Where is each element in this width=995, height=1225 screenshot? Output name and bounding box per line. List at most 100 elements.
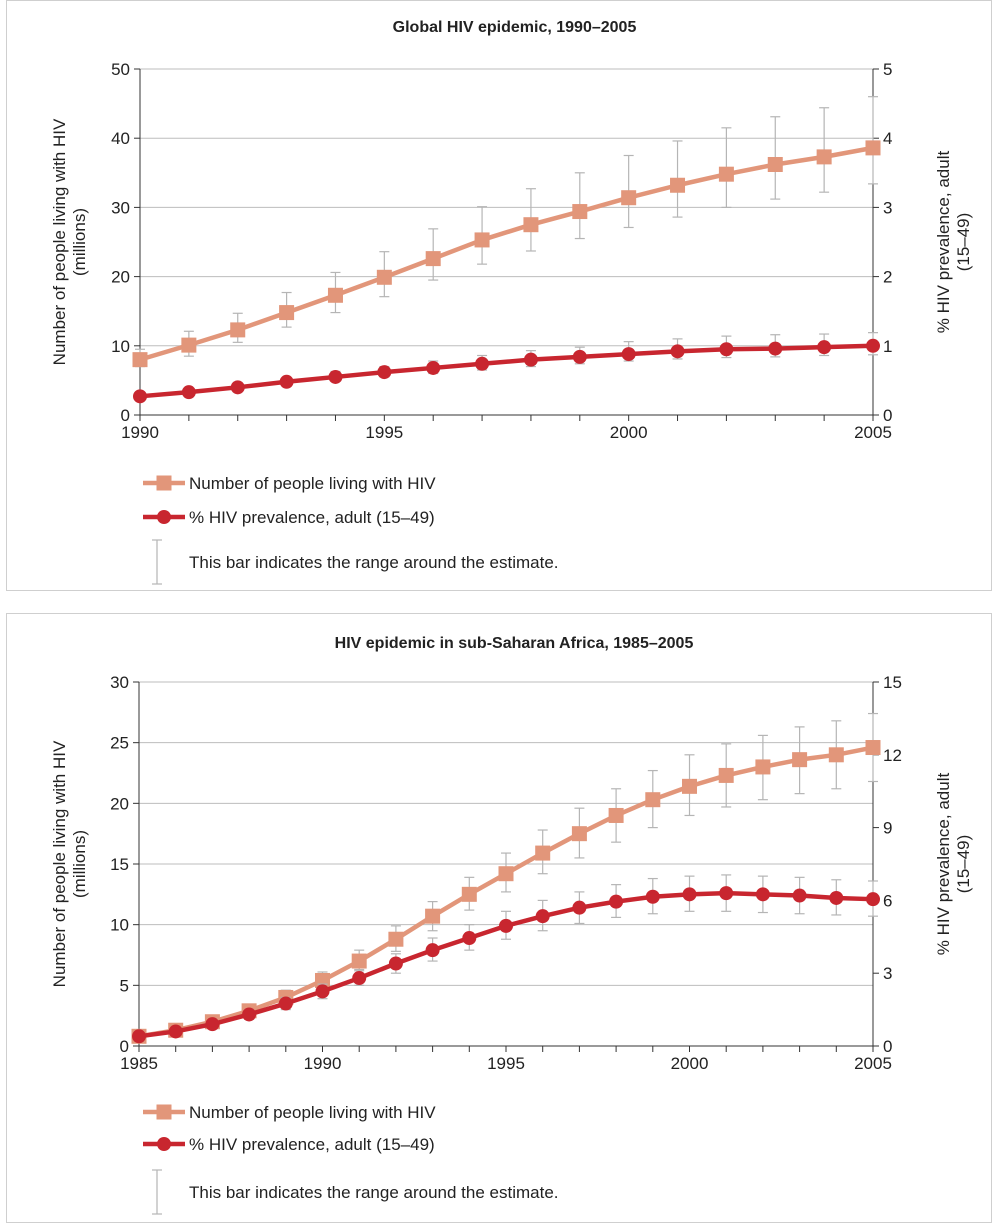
data-point-circle [609,894,624,909]
y-tick-label-left: 40 [111,129,130,148]
data-point-circle [168,1024,183,1039]
series-hiv-prevalence [132,874,880,1044]
x-tick-label: 1985 [120,1054,158,1073]
data-point-square [608,807,624,823]
data-point-circle [572,900,587,915]
data-point-circle [328,369,343,384]
data-point-circle [535,909,550,924]
data-point-square [474,232,490,248]
data-point-circle [682,887,697,902]
data-point-square [865,740,881,756]
series-line [139,343,874,399]
data-point-square [388,931,404,947]
y-tick-label-right: 5 [883,60,892,79]
y-tick-label-left: 25 [110,734,129,753]
y-axis-label-right: % HIV prevalence, adult (15–49) [934,773,973,956]
chart-title: HIV epidemic in sub-Saharan Africa, 1985… [335,635,694,652]
y-tick-label-right: 3 [883,198,892,217]
y-tick-label-right: 0 [883,1037,892,1056]
y-tick-label-right: 12 [883,746,902,765]
data-point-circle [572,349,587,364]
y-axis-label-right-line1: % HIV prevalence, adult [934,151,953,334]
data-point-square [645,792,661,808]
data-point-circle [132,1029,146,1044]
data-point-circle [645,889,660,904]
chart-panel-global: Global HIV epidemic, 1990–2005 0 10 20 30 40 5… [6,0,992,591]
legend-label-prevalence: % HIV prevalence, adult (15–49) [189,508,435,527]
data-point-circle [462,931,477,946]
y-tick-label-left: 0 [120,1037,129,1056]
chart-global-hiv: Global HIV epidemic, 1990–20050102030405… [50,19,973,585]
data-point-circle [426,360,441,375]
y-tick-label-right: 2 [883,268,892,287]
legend-marker-square [156,475,172,491]
data-point-circle [866,338,880,353]
data-point-square [767,156,783,172]
data-point-square [498,866,514,882]
legend-label-prevalence: % HIV prevalence, adult (15–49) [189,1135,435,1154]
data-point-circle [377,365,392,380]
data-point-circle [621,347,636,362]
legend-label-count: Number of people living with HIV [189,1103,436,1122]
data-point-square [682,778,697,794]
data-point-square [376,269,392,285]
legend-label-range: This bar indicates the range around the … [189,1183,559,1202]
data-point-circle [315,984,330,999]
data-point-square [718,767,734,783]
data-point-circle [523,352,538,367]
data-point-circle [755,887,770,902]
y-tick-label-left: 30 [110,673,129,692]
data-point-circle [279,374,294,389]
y-tick-label-right: 1 [883,337,892,356]
y-tick-label-left: 20 [111,268,130,287]
data-point-circle [768,341,783,356]
data-point-square [828,747,844,763]
x-tick-label: 2005 [854,423,892,442]
data-point-circle [817,340,832,355]
y-axis-label-left: Number of people living with HIV (million… [50,740,89,987]
y-tick-label-right: 15 [883,673,902,692]
y-axis-label-left-line2: (millions) [70,830,89,898]
x-tick-label: 1995 [487,1054,525,1073]
legend-label-range: This bar indicates the range around the … [189,553,559,572]
legend-marker-square [156,1104,172,1120]
y-axis-label-left-line1: Number of people living with HIV [50,740,69,987]
series-hiv-prevalence [133,332,880,404]
data-point-circle [425,943,440,958]
y-tick-label-right: 6 [883,891,892,910]
data-point-circle [475,356,490,371]
data-point-circle [352,971,367,986]
series-line [139,145,874,362]
x-tick-label: 2000 [610,423,648,442]
y-tick-label-left: 10 [111,337,130,356]
data-point-square [523,217,539,233]
y-tick-label-left: 50 [111,60,130,79]
chart-panel-sub-saharan: HIV epidemic in sub-Saharan Africa, 1985… [6,613,992,1223]
y-axis-label-right-line2: (15–49) [954,213,973,272]
y-tick-label-left: 10 [110,916,129,935]
data-point-circle [719,342,734,357]
y-axis-label-right-line1: % HIV prevalence, adult [934,773,953,956]
y-tick-label-right: 4 [883,129,892,148]
y-tick-label-right: 3 [883,964,892,983]
data-point-circle [230,380,245,395]
series-people-living-with-hiv [132,96,881,368]
y-tick-label-left: 30 [111,198,130,217]
data-point-circle [242,1007,257,1022]
data-point-square [425,908,441,924]
data-point-square [351,953,367,969]
data-point-circle [829,890,844,905]
data-point-square [535,845,551,861]
data-point-square [181,337,197,353]
data-point-square [279,305,295,321]
data-point-square [755,759,771,775]
y-tick-label-left: 0 [121,406,130,425]
y-axis-label-right: % HIV prevalence, adult (15–49) [934,151,973,334]
data-point-square [425,251,441,267]
chart-title: Global HIV epidemic, 1990–2005 [393,19,637,36]
y-axis-label-left-line2: (millions) [70,208,89,276]
data-point-square [461,886,477,902]
y-tick-label-left: 20 [110,794,129,813]
y-tick-label-right: 0 [883,406,892,425]
y-axis-label-right-line2: (15–49) [954,835,973,894]
